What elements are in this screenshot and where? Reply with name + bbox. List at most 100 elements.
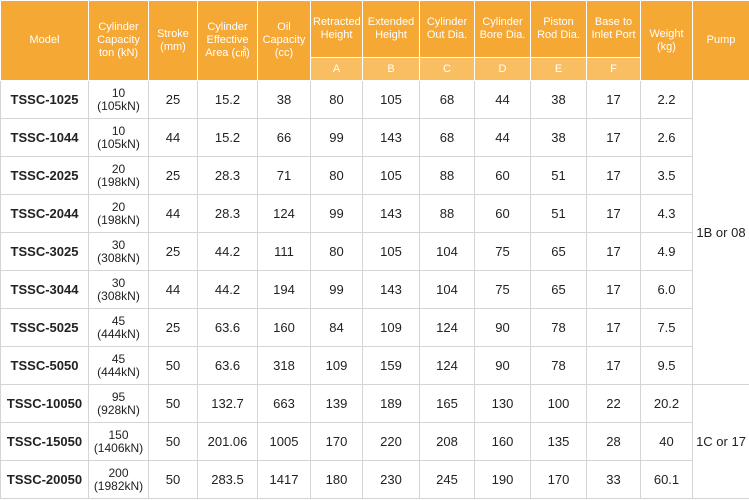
value-cell: 51 <box>530 194 587 233</box>
value-cell: 17 <box>586 80 641 119</box>
column-sub-header: C <box>419 57 475 81</box>
value-cell: 4.3 <box>640 194 693 233</box>
table-row: TSSC-1025 10 (105kN) 25 15.2 38 80 105 68 44 38 17… <box>0 80 749 385</box>
table-row: TSSC-5025 45 (444kN) 25 63.6 160 84 109 124 90 78… <box>0 308 749 347</box>
value-cell: 88 <box>419 156 475 195</box>
value-cell: 160 <box>257 308 311 347</box>
value-cell: 60.1 <box>640 460 693 499</box>
value-cell: 90 <box>474 346 531 385</box>
value-cell: 25 <box>148 156 198 195</box>
value-cell: 45 (444kN) <box>88 346 149 385</box>
value-cell: 4.9 <box>640 232 693 271</box>
value-cell: 60 <box>474 194 531 233</box>
value-cell: 143 <box>362 194 420 233</box>
column-header: Pump <box>692 0 749 81</box>
value-cell: 663 <box>257 384 311 423</box>
column-header: Retracted Height <box>310 0 363 58</box>
value-cell: 38 <box>257 80 311 119</box>
value-cell: 165 <box>419 384 475 423</box>
column-header: Oil Capacity (cc) <box>257 0 311 81</box>
model-cell: TSSC-5050 <box>0 346 89 385</box>
value-cell: 15.2 <box>197 118 258 157</box>
column-sub-header: F <box>586 57 641 81</box>
value-cell: 30 (308kN) <box>88 232 149 271</box>
value-cell: 30 (308kN) <box>88 270 149 309</box>
pump-cell: 1C or 17 <box>692 384 749 499</box>
value-cell: 78 <box>530 308 587 347</box>
column-sub-header: A <box>310 57 363 81</box>
value-cell: 124 <box>419 346 475 385</box>
model-cell: TSSC-1025 <box>0 80 89 119</box>
value-cell: 105 <box>362 80 420 119</box>
value-cell: 25 <box>148 308 198 347</box>
value-cell: 170 <box>530 460 587 499</box>
table-row: TSSC-20050 200 (1982kN) 50 283.5 1417 180 230 2… <box>0 460 749 499</box>
value-cell: 17 <box>586 308 641 347</box>
value-cell: 99 <box>310 270 363 309</box>
value-cell: 66 <box>257 118 311 157</box>
header-row: Model Cylinder Capacity ton (kN) Stroke (m… <box>0 0 749 81</box>
value-cell: 1005 <box>257 422 311 461</box>
value-cell: 17 <box>586 194 641 233</box>
value-cell: 201.06 <box>197 422 258 461</box>
value-cell: 17 <box>586 156 641 195</box>
column-header: Cylinder Bore Dia. <box>474 0 531 58</box>
value-cell: 230 <box>362 460 420 499</box>
value-cell: 50 <box>148 384 198 423</box>
value-cell: 20 (198kN) <box>88 156 149 195</box>
column-header: Stroke (mm) <box>148 0 198 81</box>
value-cell: 194 <box>257 270 311 309</box>
value-cell: 25 <box>148 80 198 119</box>
value-cell: 71 <box>257 156 311 195</box>
model-cell: TSSC-10050 <box>0 384 89 423</box>
value-cell: 50 <box>148 460 198 499</box>
table-row: TSSC-15050 150 (1406kN) 50 201.06 1005 170 220… <box>0 422 749 461</box>
value-cell: 33 <box>586 460 641 499</box>
column-sub-header: B <box>362 57 420 81</box>
value-cell: 180 <box>310 460 363 499</box>
value-cell: 150 (1406kN) <box>88 422 149 461</box>
value-cell: 10 (105kN) <box>88 118 149 157</box>
value-cell: 68 <box>419 80 475 119</box>
model-cell: TSSC-2044 <box>0 194 89 233</box>
column-header: Base to Inlet Port <box>586 0 641 58</box>
value-cell: 124 <box>257 194 311 233</box>
value-cell: 60 <box>474 156 531 195</box>
column-sub-header: D <box>474 57 531 81</box>
value-cell: 45 (444kN) <box>88 308 149 347</box>
table-row: TSSC-1044 10 (105kN) 44 15.2 66 99 143 68 44 38 17… <box>0 118 749 157</box>
value-cell: 44.2 <box>197 232 258 271</box>
value-cell: 132.7 <box>197 384 258 423</box>
value-cell: 104 <box>419 270 475 309</box>
value-cell: 1417 <box>257 460 311 499</box>
value-cell: 130 <box>474 384 531 423</box>
value-cell: 95 (928kN) <box>88 384 149 423</box>
value-cell: 105 <box>362 232 420 271</box>
table-header: Model Cylinder Capacity ton (kN) Stroke (m… <box>0 0 749 81</box>
value-cell: 17 <box>586 118 641 157</box>
value-cell: 109 <box>310 346 363 385</box>
value-cell: 44 <box>148 270 198 309</box>
model-cell: TSSC-15050 <box>0 422 89 461</box>
value-cell: 88 <box>419 194 475 233</box>
value-cell: 208 <box>419 422 475 461</box>
value-cell: 109 <box>362 308 420 347</box>
column-header: Piston Rod Dia. <box>530 0 587 58</box>
value-cell: 78 <box>530 346 587 385</box>
column-header: Cylinder Effective Area (㎠) <box>197 0 258 81</box>
value-cell: 51 <box>530 156 587 195</box>
value-cell: 63.6 <box>197 308 258 347</box>
table-row: TSSC-2044 20 (198kN) 44 28.3 124 99 143 88 60 51 1… <box>0 194 749 233</box>
value-cell: 111 <box>257 232 311 271</box>
value-cell: 170 <box>310 422 363 461</box>
value-cell: 38 <box>530 118 587 157</box>
model-cell: TSSC-3025 <box>0 232 89 271</box>
value-cell: 65 <box>530 270 587 309</box>
value-cell: 75 <box>474 232 531 271</box>
pump-cell: 1B or 08 <box>692 80 749 385</box>
value-cell: 40 <box>640 422 693 461</box>
value-cell: 17 <box>586 270 641 309</box>
